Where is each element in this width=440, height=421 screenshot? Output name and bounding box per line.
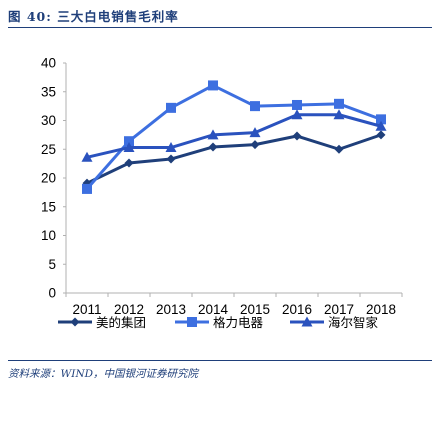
- legend-marker: [70, 317, 80, 327]
- data-point: [208, 80, 218, 91]
- data-point: [249, 127, 261, 138]
- source-note: 资料来源：WIND，中国银河证券研究院: [8, 360, 432, 390]
- data-point: [292, 99, 302, 110]
- data-point: [166, 154, 176, 164]
- x-tick-label: 2011: [72, 302, 101, 317]
- data-point: [207, 129, 219, 140]
- y-tick-label: 25: [41, 142, 56, 157]
- legend-label: 海尔智家: [328, 315, 379, 330]
- series-3: [81, 109, 387, 162]
- x-tick-label: 2015: [240, 302, 270, 317]
- x-tick-label: 2018: [366, 302, 396, 317]
- data-point: [333, 109, 345, 120]
- legend-item-2: 格力电器: [175, 315, 264, 330]
- data-point: [124, 136, 134, 147]
- data-point: [250, 140, 260, 150]
- y-tick-label: 5: [48, 257, 56, 272]
- legend-marker: [187, 317, 197, 327]
- data-point: [334, 144, 344, 154]
- data-point: [376, 114, 386, 125]
- legend-item-3: 海尔智家: [290, 315, 379, 330]
- series-2: [82, 80, 386, 194]
- data-point: [208, 142, 218, 152]
- data-point: [292, 131, 302, 141]
- data-point: [82, 183, 92, 194]
- series-line: [85, 83, 382, 190]
- y-tick-label: 40: [41, 56, 56, 71]
- x-tick-label: 2014: [198, 302, 229, 317]
- line-chart: 0 5 10 15 20 25 30 35 40 2011 2012 2013 2014 2015 2016…: [41, 56, 403, 330]
- y-tick-label: 30: [41, 113, 56, 128]
- y-tick-label: 10: [41, 228, 56, 243]
- series-line: [86, 133, 382, 185]
- series-line: [86, 113, 382, 159]
- y-tick-label: 15: [41, 199, 56, 214]
- data-point: [291, 109, 303, 120]
- series-1: [82, 130, 386, 188]
- x-tick-label: 2017: [324, 302, 354, 317]
- data-point: [250, 101, 260, 112]
- data-point: [334, 98, 344, 109]
- legend-label: 美的集团: [96, 315, 146, 330]
- data-point: [81, 151, 93, 162]
- data-point: [123, 142, 135, 153]
- legend-marker: [301, 316, 313, 327]
- legend-label: 格力电器: [213, 315, 264, 330]
- data-point: [166, 102, 176, 113]
- data-point: [375, 120, 387, 131]
- figure-number: 图 40:: [8, 9, 52, 24]
- x-tick-label: 2013: [156, 302, 186, 317]
- data-point: [165, 142, 177, 153]
- x-tick-label: 2016: [282, 302, 312, 317]
- data-point: [124, 158, 134, 168]
- y-tick-label: 35: [41, 84, 56, 99]
- figure-title-text: 三大白电销售毛利率: [57, 9, 179, 24]
- legend-item-1: 美的集团: [58, 315, 146, 330]
- data-point: [376, 130, 386, 140]
- x-tick-label: 2012: [114, 302, 144, 317]
- y-tick-label: 20: [41, 171, 56, 186]
- y-tick-label: 0: [48, 286, 56, 301]
- figure-title: 图 40: 三大白电销售毛利率: [8, 6, 432, 28]
